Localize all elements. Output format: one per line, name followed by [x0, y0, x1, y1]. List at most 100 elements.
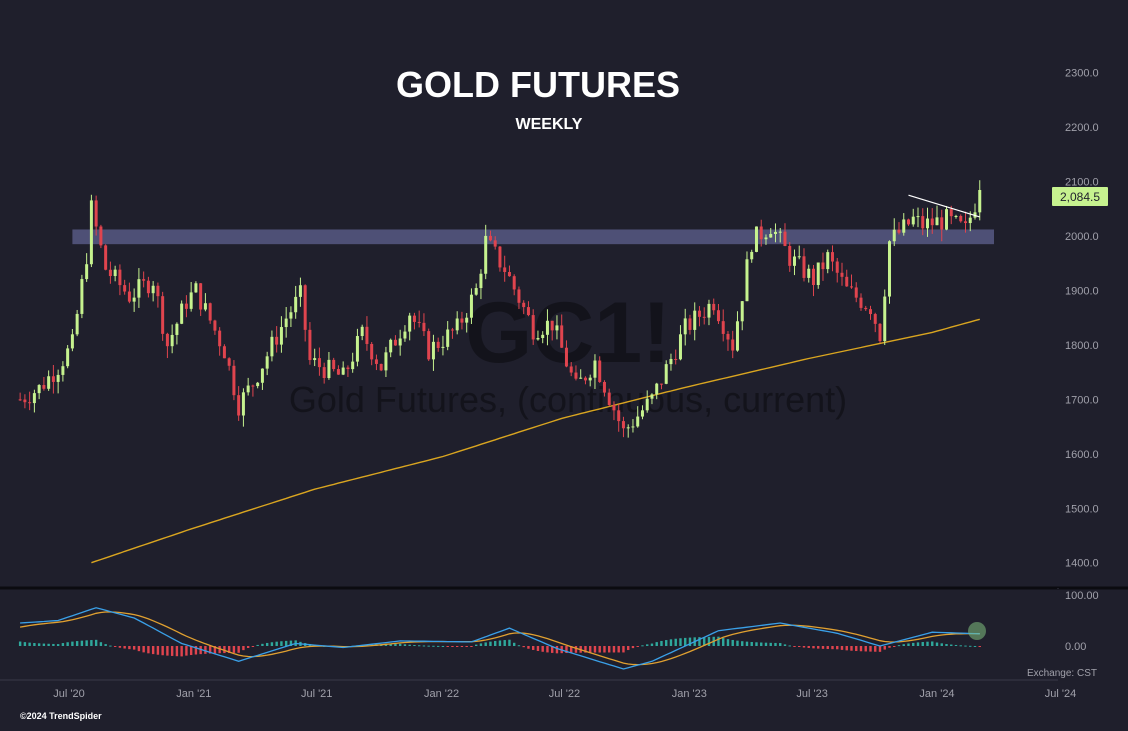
macd-histogram-bar [261, 643, 264, 646]
macd-histogram-bar [275, 641, 278, 646]
candle [883, 289, 887, 345]
macd-histogram-bar [474, 644, 478, 646]
macd-histogram-bar [137, 646, 141, 652]
candle-body [783, 231, 787, 247]
candle-body [51, 376, 55, 382]
candle [536, 330, 540, 341]
candle [745, 251, 749, 302]
candle [674, 349, 678, 365]
candle [180, 300, 184, 325]
macd-histogram-bar [631, 646, 635, 649]
candle-body [645, 398, 649, 411]
candle [655, 382, 659, 400]
macd-histogram-bar [551, 646, 554, 653]
time-tick-label: Jan '24 [919, 688, 954, 700]
candle-body [550, 320, 554, 331]
candle [678, 325, 682, 361]
candle [61, 361, 65, 382]
trendline-layer [908, 194, 980, 218]
candle-body [85, 264, 89, 280]
macd-histogram-bar [284, 640, 288, 646]
candle-body [408, 315, 412, 332]
macd-histogram-bar [940, 643, 943, 646]
candle [279, 316, 283, 353]
candle [531, 309, 535, 345]
candle-body [180, 303, 184, 324]
macd-histogram-bar [916, 642, 920, 646]
candle-body [716, 310, 720, 322]
macd-histogram-bar [403, 644, 407, 646]
macd-histogram-bar [959, 645, 962, 647]
candle-body [830, 252, 834, 262]
candle-body [142, 279, 146, 281]
candle [650, 393, 654, 405]
candle [389, 338, 393, 358]
candle [474, 283, 478, 296]
macd-histogram-bar [950, 644, 953, 646]
candle [469, 288, 473, 325]
candle-body [18, 399, 22, 401]
macd-histogram-bar [80, 640, 84, 646]
candle-body [403, 331, 407, 339]
candle [564, 340, 568, 368]
candle-body [474, 288, 478, 295]
macd-histogram-bar [926, 641, 929, 646]
macd-histogram-bar [128, 646, 131, 650]
macd-histogram-bar [741, 641, 744, 646]
macd-histogram-bar [669, 639, 673, 646]
price-tick-label: 2300.0 [1065, 68, 1099, 80]
candle [70, 328, 74, 352]
candle [512, 274, 516, 296]
candle-body [322, 367, 326, 378]
macd-histogram-bar [969, 645, 972, 647]
candle-body [816, 262, 820, 286]
candle-body [412, 315, 416, 322]
macd-histogram-bar [726, 639, 730, 646]
candle [688, 314, 692, 335]
candle [878, 323, 882, 343]
candle [80, 274, 84, 319]
candle [427, 328, 431, 361]
macd-histogram-bar [384, 644, 388, 646]
candle-body [360, 326, 364, 337]
candle [740, 300, 744, 331]
macd-histogram-bar [722, 638, 725, 646]
candle [355, 328, 359, 367]
macd-histogram-bar [389, 643, 392, 646]
candle-body [579, 377, 583, 379]
candle-body [778, 231, 782, 233]
candle [759, 219, 763, 247]
macd-histogram-bar [113, 646, 117, 647]
candle-body [531, 315, 535, 340]
macd-histogram-bar [227, 646, 231, 653]
macd-histogram-bar [736, 640, 739, 646]
candle-body [427, 331, 431, 360]
macd-histogram-bar [603, 646, 606, 653]
macd-histogram-bar [522, 646, 525, 648]
candle-body [298, 285, 302, 297]
candle [417, 310, 421, 328]
candle [864, 305, 868, 311]
macd-histogram-bar [123, 646, 126, 649]
candle-body [389, 339, 393, 353]
candle-body [821, 262, 825, 270]
candle-body [275, 336, 279, 345]
candle-body [621, 421, 625, 429]
candle [911, 208, 915, 227]
candle [161, 291, 165, 341]
candle [726, 331, 730, 351]
candle-body [697, 310, 701, 317]
candle-body [237, 395, 241, 416]
candle-body [123, 285, 127, 292]
candle [379, 363, 383, 372]
candle [479, 269, 483, 300]
candle-body [759, 226, 763, 240]
macd-histogram-bar [33, 643, 36, 646]
candle-body [769, 233, 773, 238]
candle-body [332, 359, 336, 370]
candle [189, 281, 193, 312]
candle-body [118, 269, 122, 286]
macd-lines [19, 607, 980, 670]
